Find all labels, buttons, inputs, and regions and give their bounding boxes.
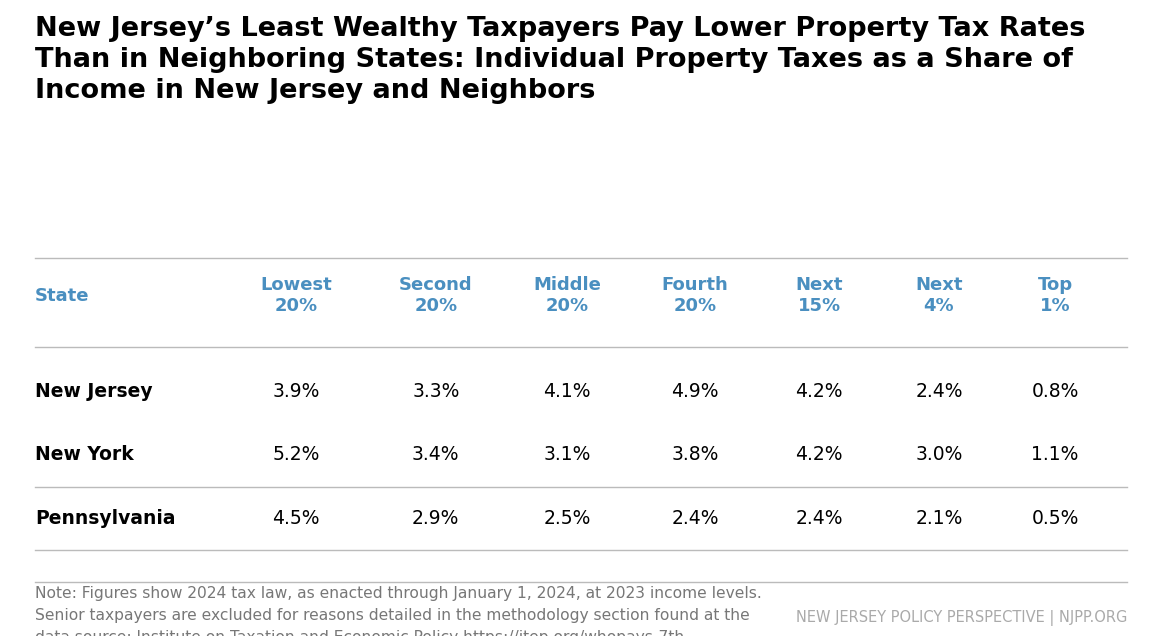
Text: New Jersey’s Least Wealthy Taxpayers Pay Lower Property Tax Rates
Than in Neighb: New Jersey’s Least Wealthy Taxpayers Pay… bbox=[35, 16, 1085, 104]
Text: Lowest
20%: Lowest 20% bbox=[260, 276, 332, 315]
Text: 2.1%: 2.1% bbox=[916, 509, 962, 528]
Text: Next
4%: Next 4% bbox=[916, 276, 962, 315]
Text: 3.4%: 3.4% bbox=[413, 445, 459, 464]
Text: 2.4%: 2.4% bbox=[672, 509, 718, 528]
Text: 0.5%: 0.5% bbox=[1032, 509, 1078, 528]
Text: 3.9%: 3.9% bbox=[273, 382, 320, 401]
Text: 5.2%: 5.2% bbox=[273, 445, 320, 464]
Text: Pennsylvania: Pennsylvania bbox=[35, 509, 175, 528]
Text: 4.1%: 4.1% bbox=[544, 382, 590, 401]
Text: 2.4%: 2.4% bbox=[796, 509, 842, 528]
Text: 2.9%: 2.9% bbox=[413, 509, 459, 528]
Text: 1.1%: 1.1% bbox=[1032, 445, 1078, 464]
Text: Note: Figures show 2024 tax law, as enacted through January 1, 2024, at 2023 inc: Note: Figures show 2024 tax law, as enac… bbox=[35, 586, 761, 636]
Text: 2.5%: 2.5% bbox=[544, 509, 590, 528]
Text: State: State bbox=[35, 287, 89, 305]
Text: 4.5%: 4.5% bbox=[273, 509, 320, 528]
Text: 3.0%: 3.0% bbox=[916, 445, 962, 464]
Text: Fourth
20%: Fourth 20% bbox=[661, 276, 729, 315]
Text: New Jersey: New Jersey bbox=[35, 382, 152, 401]
Text: 4.2%: 4.2% bbox=[796, 382, 842, 401]
Text: 4.9%: 4.9% bbox=[672, 382, 718, 401]
Text: Next
15%: Next 15% bbox=[796, 276, 842, 315]
Text: New York: New York bbox=[35, 445, 134, 464]
Text: Middle
20%: Middle 20% bbox=[533, 276, 601, 315]
Text: 3.8%: 3.8% bbox=[672, 445, 718, 464]
Text: 0.8%: 0.8% bbox=[1032, 382, 1078, 401]
Text: 2.4%: 2.4% bbox=[916, 382, 962, 401]
Text: Second
20%: Second 20% bbox=[399, 276, 473, 315]
Text: Top
1%: Top 1% bbox=[1038, 276, 1073, 315]
Text: 3.3%: 3.3% bbox=[413, 382, 459, 401]
Text: 3.1%: 3.1% bbox=[544, 445, 590, 464]
Text: NEW JERSEY POLICY PERSPECTIVE | NJPP.ORG: NEW JERSEY POLICY PERSPECTIVE | NJPP.ORG bbox=[796, 611, 1127, 626]
Text: 4.2%: 4.2% bbox=[796, 445, 842, 464]
